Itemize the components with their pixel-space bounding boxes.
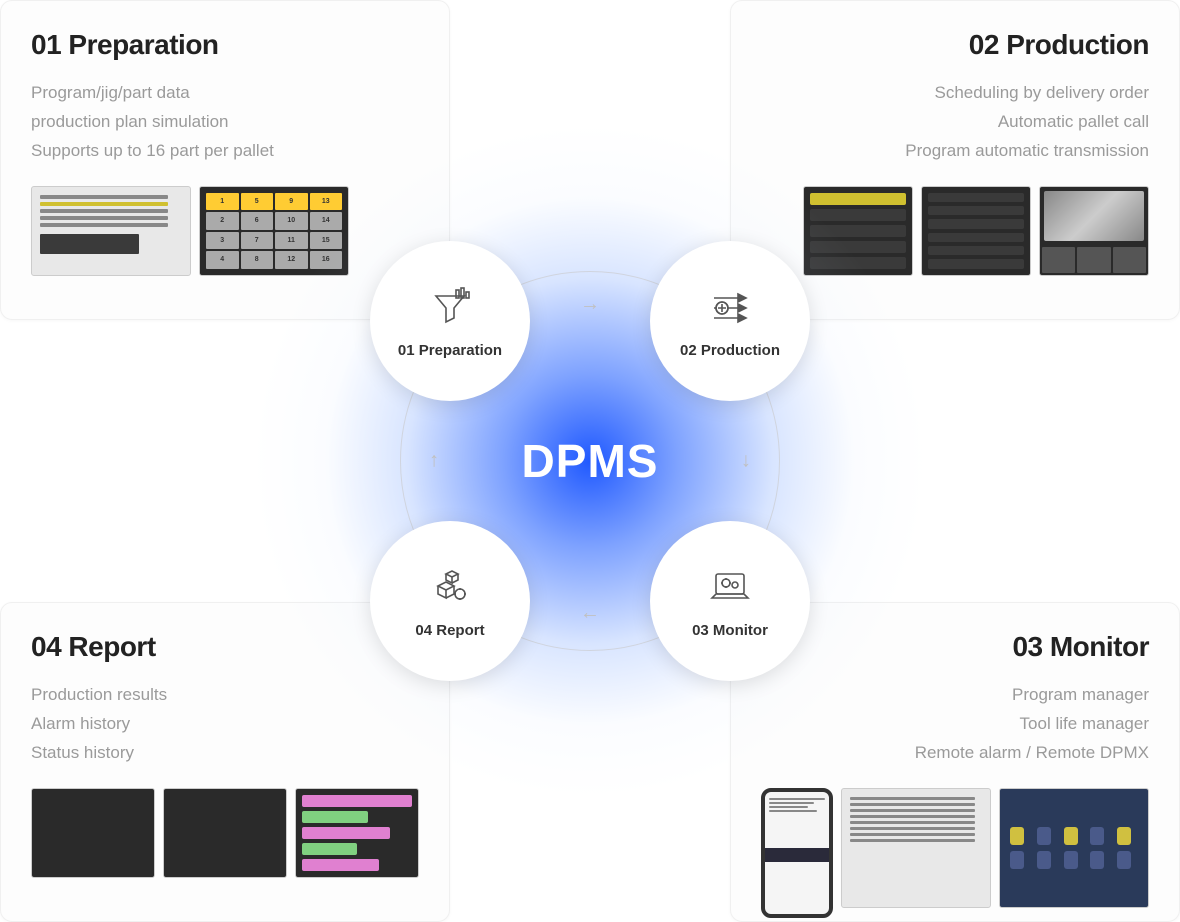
node-preparation: 01 Preparation <box>370 241 530 401</box>
node-label: 02 Production <box>680 342 780 359</box>
thumb-phone <box>761 788 833 918</box>
node-label: 01 Preparation <box>398 342 502 359</box>
desc-line: Program automatic transmission <box>761 137 1149 166</box>
node-label: 04 Report <box>415 622 484 639</box>
arrow-icon: → <box>580 606 600 629</box>
thumb-pallet-grid: 1 5 9 13 2 6 10 14 3 7 11 15 4 8 12 16 <box>199 186 349 276</box>
card-desc: Program/jig/part data production plan si… <box>31 79 419 166</box>
desc-line: Supports up to 16 part per pallet <box>31 137 419 166</box>
thumb-settings-ui <box>921 186 1031 276</box>
thumb-row <box>31 788 419 878</box>
desc-line: Program/jig/part data <box>31 79 419 108</box>
arrow-icon: → <box>421 451 444 471</box>
arrow-icon: → <box>737 451 760 471</box>
flow-arrows-icon <box>706 284 754 332</box>
center-diagram: → → → → 01 Preparation <box>330 201 850 721</box>
thumb-3d-ui <box>1039 186 1149 276</box>
thumb-histogram <box>163 788 287 878</box>
card-desc: Scheduling by delivery order Automatic p… <box>761 79 1149 166</box>
arrow-icon: → <box>580 293 600 316</box>
desc-line: Scheduling by delivery order <box>761 79 1149 108</box>
node-monitor: 03 Monitor <box>650 521 810 681</box>
desc-line: production plan simulation <box>31 108 419 137</box>
desc-line: Status history <box>31 739 419 768</box>
thumb-spreadsheet <box>31 186 191 276</box>
desc-line: Automatic pallet call <box>761 108 1149 137</box>
node-label: 03 Monitor <box>692 622 768 639</box>
thumb-gantt <box>295 788 419 878</box>
thumb-row <box>761 788 1149 918</box>
thumb-machine-layout <box>999 788 1149 908</box>
center-label: DPMS <box>522 434 659 488</box>
node-report: 04 Report <box>370 521 530 681</box>
thumb-data-table <box>841 788 991 908</box>
node-production: 02 Production <box>650 241 810 401</box>
laptop-gear-icon <box>706 564 754 612</box>
card-title: 02 Production <box>761 29 1149 61</box>
card-title: 01 Preparation <box>31 29 419 61</box>
desc-line: Remote alarm / Remote DPMX <box>761 739 1149 768</box>
blocks-gear-icon <box>426 564 474 612</box>
funnel-chart-icon <box>426 284 474 332</box>
thumb-bar-chart <box>31 788 155 878</box>
pallet-grid: 1 5 9 13 2 6 10 14 3 7 11 15 4 8 12 16 <box>200 187 348 275</box>
